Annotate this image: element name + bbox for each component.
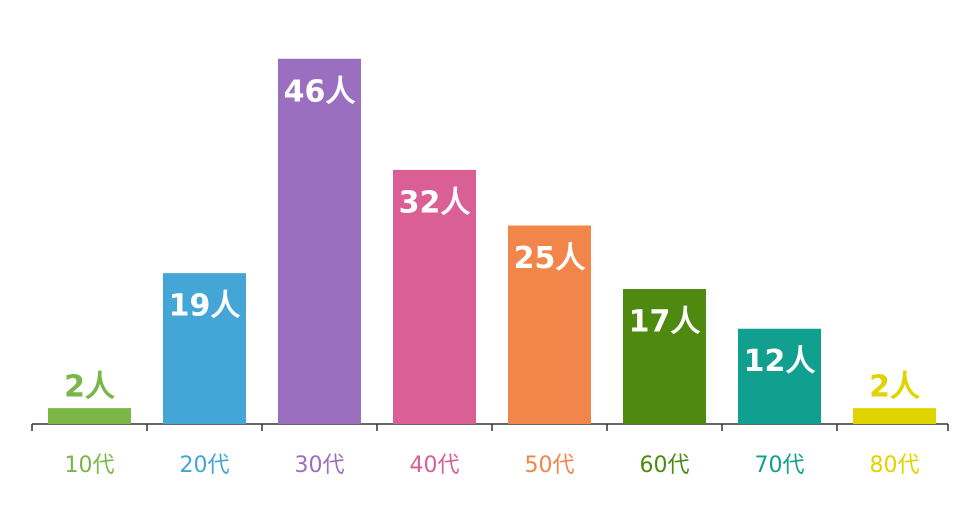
- x-tick-label: 10代: [65, 453, 115, 478]
- bar: [853, 408, 936, 424]
- x-tick-label: 40代: [410, 453, 460, 478]
- bar: [508, 225, 591, 424]
- value-label: 12人: [744, 344, 816, 379]
- value-label: 32人: [399, 185, 471, 220]
- x-tick-label: 80代: [870, 453, 920, 478]
- bar: [738, 328, 821, 424]
- value-label: 17人: [629, 305, 701, 340]
- value-label: 25人: [514, 241, 586, 276]
- bar: [278, 58, 361, 424]
- x-tick-label: 20代: [180, 453, 230, 478]
- x-tick-label: 70代: [755, 453, 805, 478]
- x-tick-label: 50代: [525, 453, 575, 478]
- bar: [623, 289, 706, 424]
- value-label: 2人: [869, 370, 920, 405]
- bar: [163, 273, 246, 424]
- value-label: 2人: [64, 370, 115, 405]
- bar: [393, 169, 476, 424]
- value-label: 46人: [284, 74, 356, 109]
- x-tick-label: 60代: [640, 453, 690, 478]
- value-label: 19人: [169, 289, 241, 324]
- bar: [48, 408, 131, 424]
- x-tick-label: 30代: [295, 453, 345, 478]
